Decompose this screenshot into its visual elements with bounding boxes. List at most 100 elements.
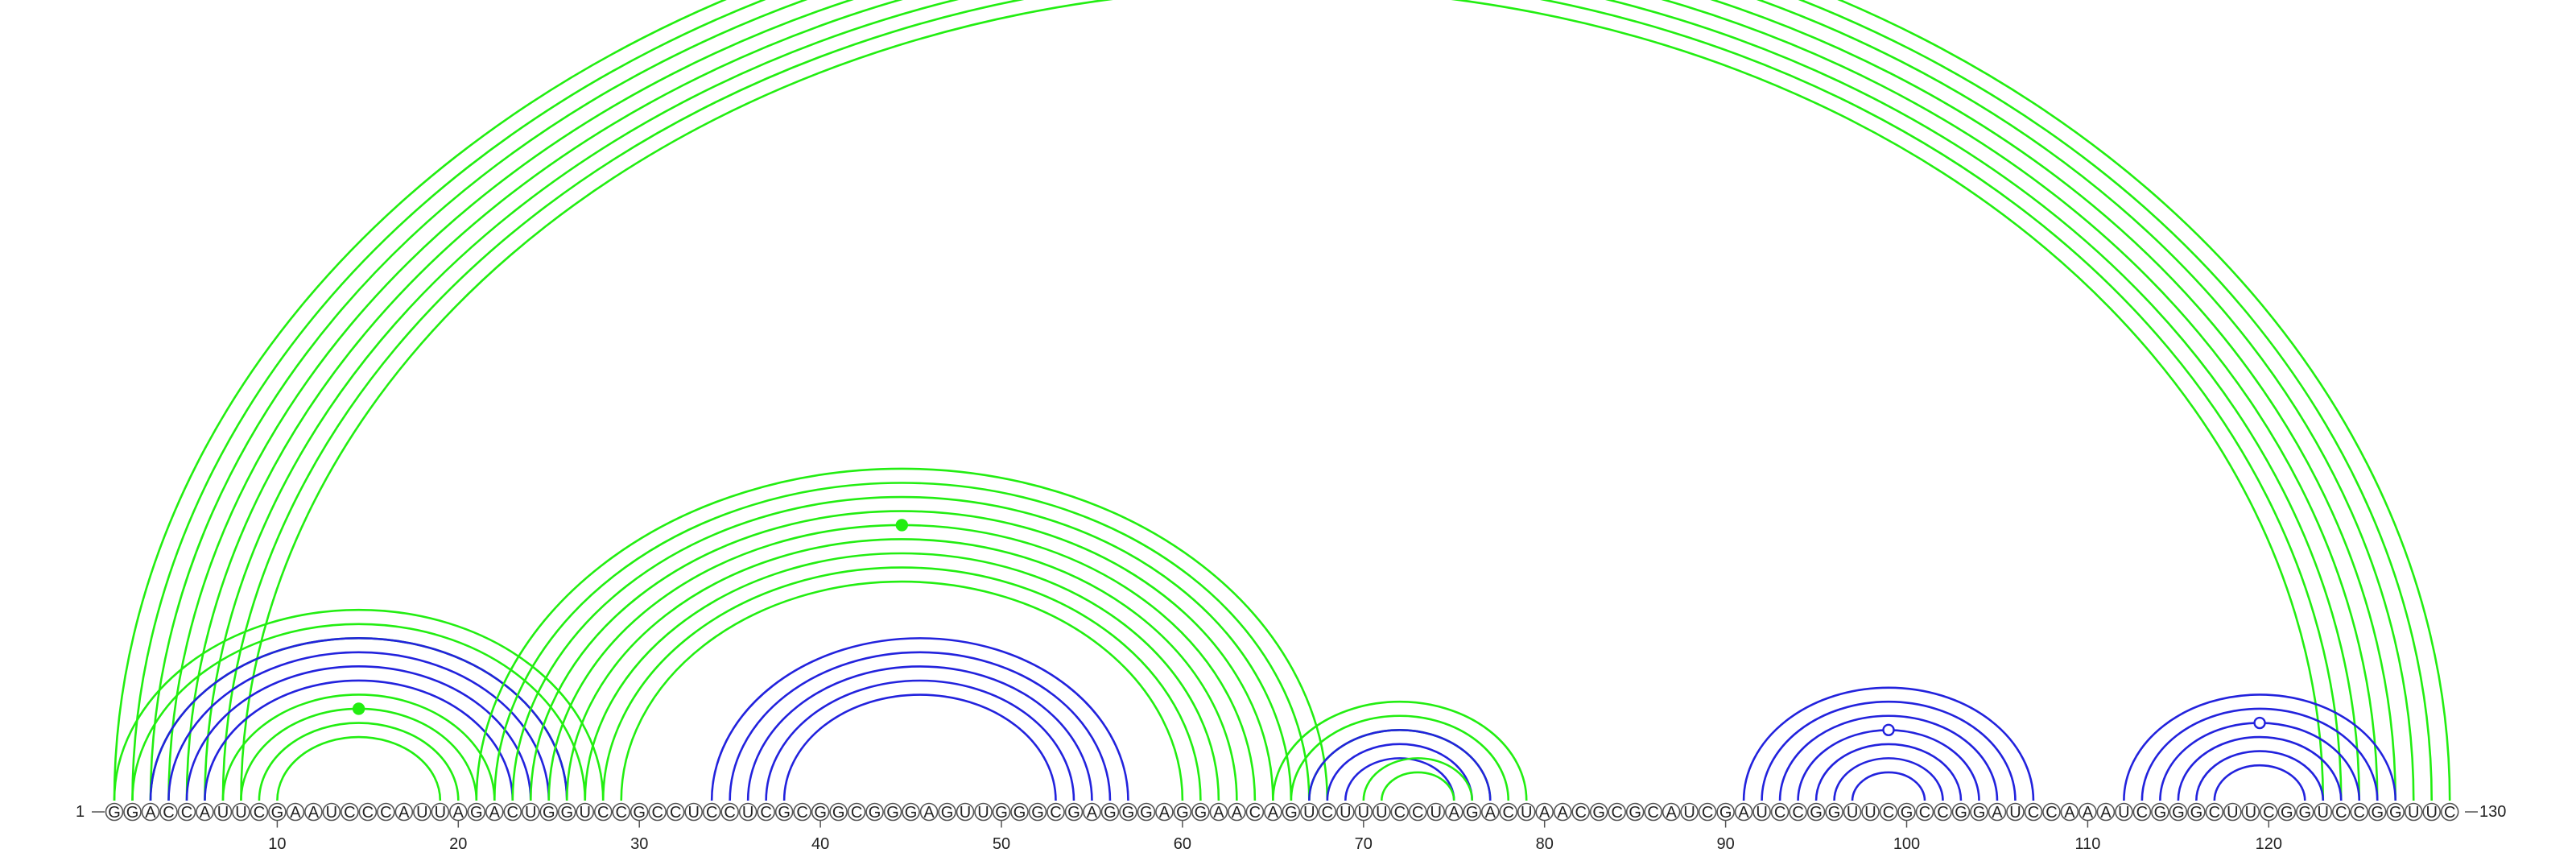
nucleotide-8: U xyxy=(232,802,250,822)
nucleotide-44: G xyxy=(883,802,902,822)
nucleotide-letter: C xyxy=(1249,804,1261,822)
nucleotide-letter: U xyxy=(1756,804,1767,822)
arc-blue-97-101 xyxy=(1851,771,1926,801)
nucleotide-104: G xyxy=(1970,802,1988,822)
nucleotide-48: U xyxy=(956,802,975,822)
nucleotide-circle xyxy=(2368,802,2387,822)
nucleotide-120: C xyxy=(2260,802,2278,822)
nucleotide-circle xyxy=(1752,802,1771,822)
nucleotide-49: U xyxy=(974,802,993,822)
nucleotide-65: A xyxy=(1264,802,1282,822)
nucleotide-letter: G xyxy=(1176,804,1189,822)
nucleotide-letter: A xyxy=(1666,804,1677,822)
nucleotide-90: G xyxy=(1716,802,1735,822)
nucleotide-circle xyxy=(341,802,359,822)
nucleotide-letter: A xyxy=(145,804,156,822)
nucleotide-116: G xyxy=(2187,802,2206,822)
nucleotide-30: G xyxy=(630,802,649,822)
nucleotide-circle xyxy=(1426,802,1446,822)
nucleotide-letter: G xyxy=(470,804,483,822)
tick-label-110: 110 xyxy=(2074,835,2100,853)
nucleotide-letter: U xyxy=(1430,804,1442,822)
nucleotide-85: G xyxy=(1625,802,1645,822)
nucleotide-circle xyxy=(974,802,993,822)
nucleotide-letter: C xyxy=(2263,804,2274,822)
nucleotide-46: A xyxy=(919,802,939,822)
nucleotide-130: C xyxy=(2440,802,2459,822)
nucleotide-circle xyxy=(829,802,848,822)
nucleotide-letter: U xyxy=(1521,804,1532,822)
nucleotide-99: C xyxy=(1879,802,1898,822)
nucleotide-letter: G xyxy=(2172,804,2185,822)
nucleotide-2: G xyxy=(123,802,142,822)
nucleotide-17: A xyxy=(394,802,414,822)
nucleotide-circle xyxy=(1499,802,1518,822)
nucleotide-circle xyxy=(1734,802,1753,822)
nucleotide-letter: G xyxy=(560,804,573,822)
nucleotide-12: A xyxy=(304,802,323,822)
nucleotide-circle xyxy=(1625,802,1645,822)
nucleotide-80: A xyxy=(1535,802,1554,822)
nucleotide-circle xyxy=(1843,802,1862,822)
nucleotide-35: C xyxy=(720,802,739,822)
nucleotide-letter: A xyxy=(1087,804,1098,822)
nucleotide-119: U xyxy=(2241,802,2260,822)
nucleotide-letter: U xyxy=(1376,804,1387,822)
nucleotide-98: U xyxy=(1861,802,1880,822)
nucleotide-letter: G xyxy=(814,804,827,822)
arc-blue-117-122 xyxy=(2213,764,2306,801)
nucleotide-circle xyxy=(720,802,739,822)
nucleotide-79: U xyxy=(1517,802,1536,822)
tick-label-70: 70 xyxy=(1355,835,1373,853)
nucleotide-letter: U xyxy=(416,804,427,822)
arc-green-67-77 xyxy=(1308,728,1492,801)
nucleotide-letter: A xyxy=(1485,804,1496,822)
nucleotide-circle xyxy=(1970,802,1988,822)
nucleotide-letter: C xyxy=(651,804,663,822)
nucleotide-circle xyxy=(2386,802,2405,822)
nucleotide-circle xyxy=(666,802,685,822)
nucleotide-letter: U xyxy=(1864,804,1876,822)
arc-green-4-127 xyxy=(168,0,2395,801)
end-label: 130 xyxy=(2479,803,2506,821)
arc-green-24-65 xyxy=(529,510,1274,801)
nucleotide-45: G xyxy=(902,802,920,822)
nucleotide-letter: G xyxy=(778,804,791,822)
nucleotide-letter: U xyxy=(235,804,246,822)
nucleotide-95: G xyxy=(1806,802,1826,822)
nucleotide-letter: U xyxy=(2318,804,2329,822)
nucleotide-letter: A xyxy=(1268,804,1279,822)
arc-blue-35-56 xyxy=(729,651,1112,801)
nucleotide-letter: A xyxy=(1992,804,2003,822)
arc-blue-68-76 xyxy=(1326,743,1474,801)
arc-blue-93-105 xyxy=(1778,714,1999,801)
nucleotide-letter: U xyxy=(580,804,591,822)
nucleotide-letter: C xyxy=(1503,804,1514,822)
arc-blue-4-25 xyxy=(167,651,551,801)
nucleotide-circle xyxy=(793,802,811,822)
nucleotide-53: C xyxy=(1046,802,1065,822)
nucleotide-circle xyxy=(503,802,522,822)
nucleotide-circle xyxy=(1137,802,1156,822)
nucleotide-97: U xyxy=(1843,802,1862,822)
arc-blue-37-54 xyxy=(765,679,1075,801)
nucleotide-circle xyxy=(232,802,250,822)
nucleotide-letter: C xyxy=(2136,804,2148,822)
nucleotide-letter: U xyxy=(1303,804,1315,822)
nucleotide-circle xyxy=(1228,802,1246,822)
nucleotide-82: C xyxy=(1571,802,1590,822)
nucleotide-24: U xyxy=(521,802,540,822)
nucleotide-circle xyxy=(1806,802,1826,822)
nucleotide-letter: U xyxy=(435,804,446,822)
nucleotide-letter: C xyxy=(2046,804,2057,822)
arc-green-70-76 xyxy=(1362,757,1474,801)
nucleotide-letter: A xyxy=(2100,804,2112,822)
nucleotide-letter: G xyxy=(2299,804,2312,822)
nucleotide-letter: C xyxy=(344,804,355,822)
nucleotide-103: G xyxy=(1951,802,1971,822)
nucleotide-64: C xyxy=(1245,802,1265,822)
nucleotide-letter: G xyxy=(941,804,954,822)
nucleotide-letter: C xyxy=(1575,804,1586,822)
nucleotide-115: G xyxy=(2169,802,2188,822)
nucleotide-50: G xyxy=(992,802,1011,822)
